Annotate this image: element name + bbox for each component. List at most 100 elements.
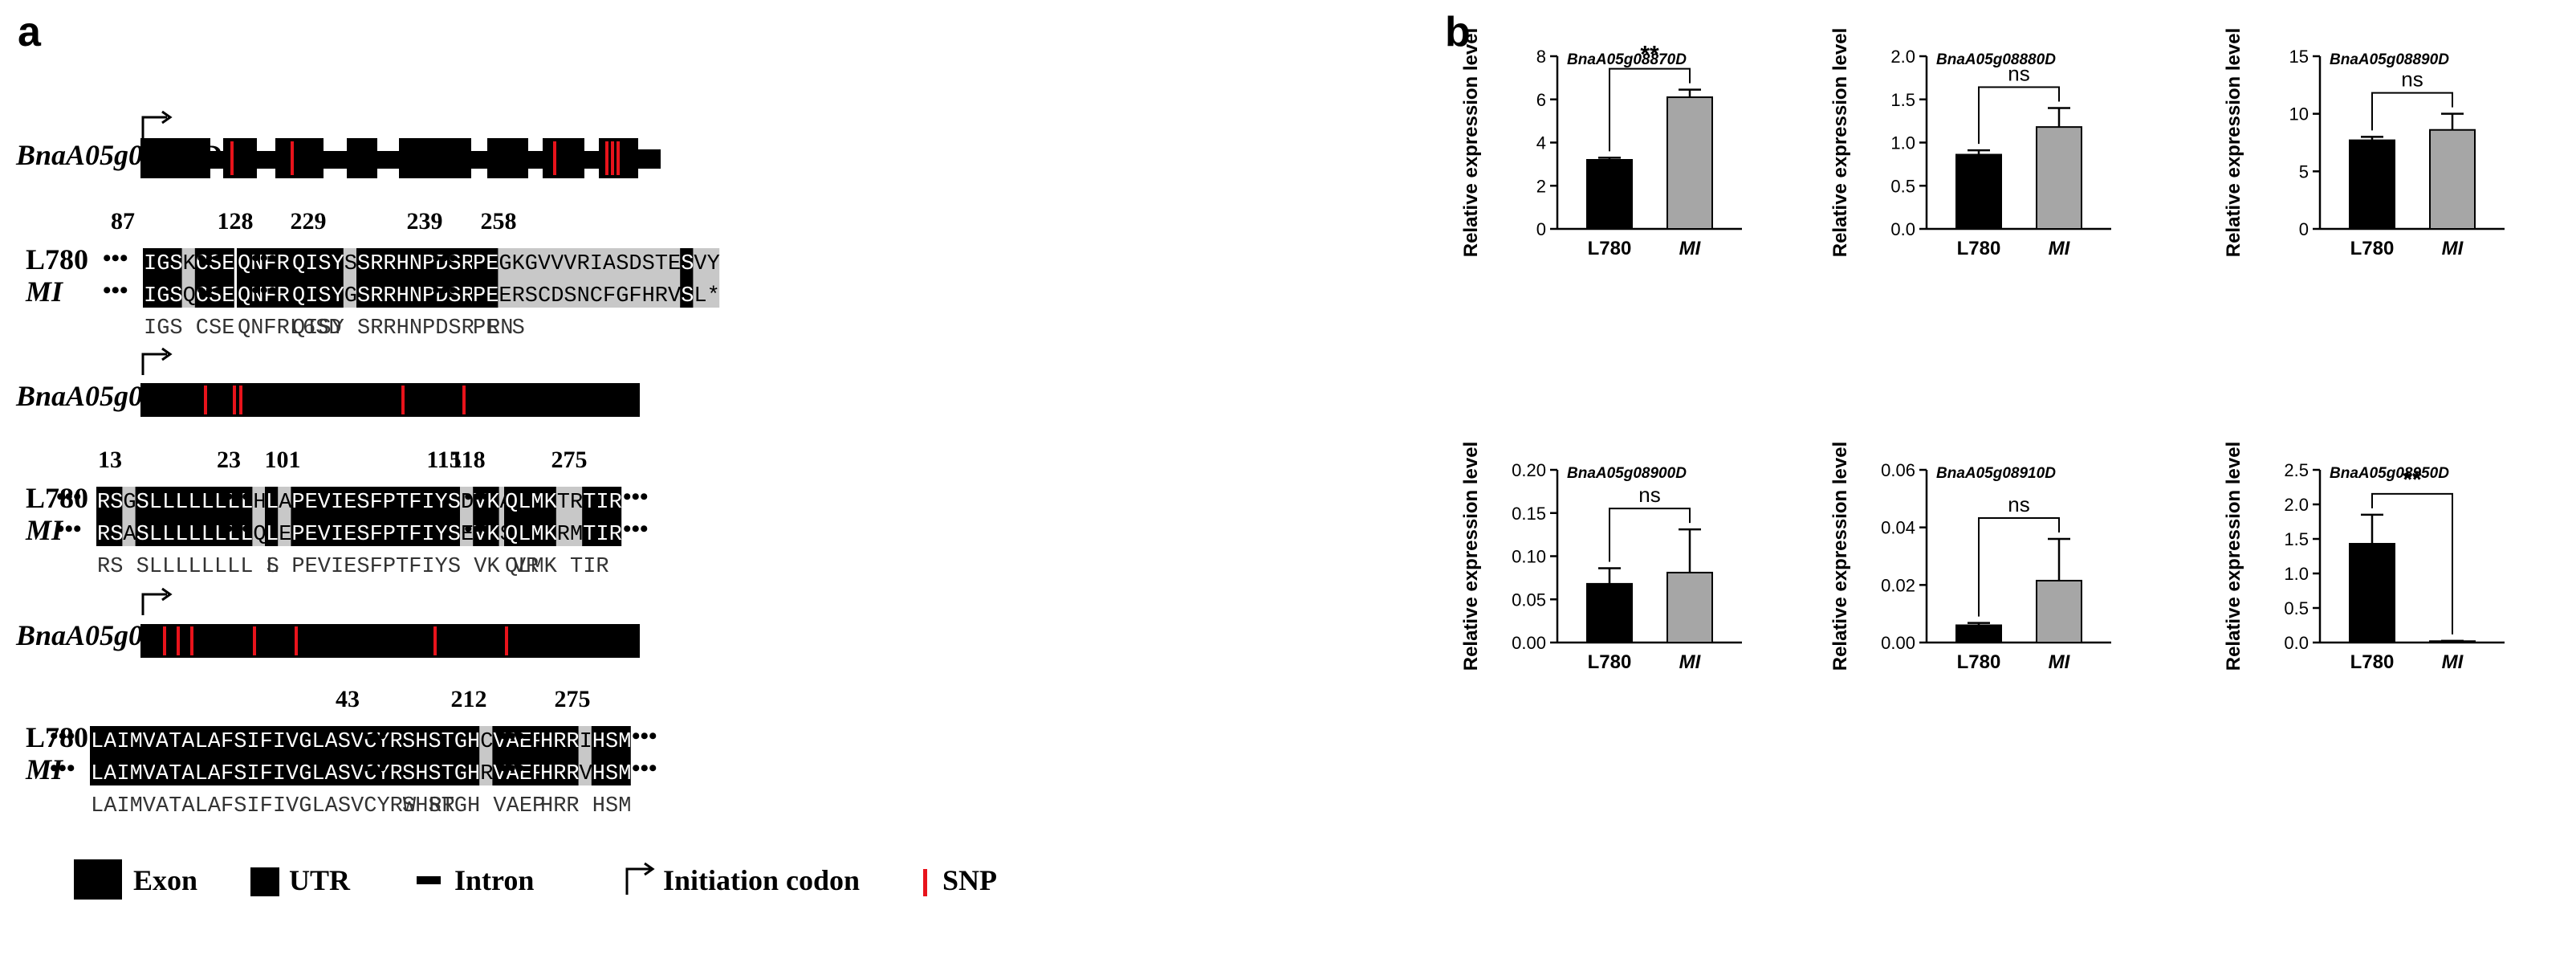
alignment-residue: I xyxy=(144,284,157,308)
alignment-residue: V xyxy=(694,252,707,276)
residue-position: 118 xyxy=(450,447,485,473)
alignment-residue: F xyxy=(263,252,276,276)
alignment-cell xyxy=(447,248,461,308)
significance-bracket xyxy=(2371,492,2453,634)
alignment-cell xyxy=(552,726,566,785)
gap-dots: ••• xyxy=(225,516,250,542)
alignment-residue: K xyxy=(486,491,500,515)
alignment-residue: M xyxy=(130,730,143,754)
alignment-residue: N xyxy=(409,284,422,308)
alignment-residue: E xyxy=(344,491,356,515)
alignment-residue: F xyxy=(263,284,276,308)
alignment-residue: R xyxy=(655,284,668,308)
alignment-cell xyxy=(563,248,576,308)
alignment-residue: A xyxy=(279,491,292,515)
y-tick-label: 0.0 xyxy=(2284,633,2309,653)
alignment-residue: R xyxy=(370,252,383,276)
alignment-cell xyxy=(395,248,409,308)
chart-title: BnaA05g08870D xyxy=(1567,51,1687,68)
alignment-residue: Y xyxy=(435,523,448,547)
alignment-residue: H xyxy=(397,284,409,308)
alignment-residue: R xyxy=(390,730,403,754)
gap-dots: ••• xyxy=(251,277,277,304)
alignment-residue: K xyxy=(544,523,558,547)
sample-label-mi: MI xyxy=(25,514,64,546)
alignment-cell xyxy=(122,487,136,546)
alignment-residue: I xyxy=(144,252,157,276)
legend-snp-swatch xyxy=(923,869,927,896)
alignment-cell xyxy=(194,248,209,308)
expression-chart-1: 0.0 0.5 1.0 1.5 2.0 Relative expression level… xyxy=(1829,28,2111,259)
alignment-residue: L xyxy=(195,762,208,786)
initiation-codon-arrow xyxy=(141,593,167,615)
significance-label: ns xyxy=(2008,492,2029,516)
alignment-cell xyxy=(181,726,194,785)
alignment-residue: G xyxy=(499,252,511,276)
alignment-residue: T xyxy=(169,762,181,786)
alignment-residue: I xyxy=(421,523,434,547)
sample-label-l780: L780 xyxy=(26,243,88,275)
alignment-cell xyxy=(472,248,486,308)
alignment-residue: I xyxy=(590,252,603,276)
alignment-cell xyxy=(555,487,570,546)
sample-label-l780: L780 xyxy=(26,482,88,514)
alignment-residue: I xyxy=(116,730,129,754)
alignment-residue: R xyxy=(553,730,566,754)
alignment-residue: M xyxy=(130,762,143,786)
alignment-residue: S xyxy=(605,730,618,754)
snp-mark xyxy=(553,141,556,175)
alignment-residue: I xyxy=(331,523,344,547)
consensus-sequence: QNFRL6SD xyxy=(238,316,342,341)
alignment-residue: S xyxy=(642,252,655,276)
alignment-cell xyxy=(414,726,428,785)
alignment-residue: Q xyxy=(253,523,266,547)
expression-bar-charts: 0 2 4 6 8 Relative expression level BnaA05g088… xyxy=(1460,28,2505,673)
alignment-residue: I xyxy=(305,284,318,308)
alignment-residue: Y xyxy=(332,252,344,276)
alignment-residue: R xyxy=(566,762,579,786)
gap-dots: ••• xyxy=(56,516,82,542)
alignment-residue: R xyxy=(462,284,474,308)
y-tick-label: 1.5 xyxy=(2284,529,2309,549)
alignment-residue: L xyxy=(91,730,104,754)
alignment-residue: G xyxy=(616,284,629,308)
alignment-residue: A xyxy=(603,252,617,276)
alignment-residue: Q xyxy=(292,284,305,308)
alignment-residue: S xyxy=(338,730,351,754)
alignment-residue: S xyxy=(448,523,461,547)
residue-position: 258 xyxy=(481,208,517,235)
alignment-residue: V xyxy=(580,762,593,786)
alignment-cell xyxy=(336,726,351,785)
alignment-cell xyxy=(252,487,266,546)
chart-title: BnaA05g08950D xyxy=(2330,465,2449,482)
alignment-cell xyxy=(278,487,291,546)
alignment-residue: L xyxy=(518,491,531,515)
alignment-residue: Y xyxy=(376,730,389,754)
exon-block xyxy=(140,383,640,417)
consensus-sequence: L PEVIESFPTFIYS VK VR xyxy=(266,555,539,579)
initiation-codon-arrow xyxy=(141,353,167,375)
residue-position: 275 xyxy=(555,686,591,712)
alignment-residue: P xyxy=(291,491,304,515)
alignment-cell xyxy=(291,248,305,308)
alignment-residue: L xyxy=(162,523,175,547)
alignment-cell xyxy=(330,487,344,546)
significance-bracket xyxy=(1978,517,2060,617)
snp-mark xyxy=(401,386,405,414)
alignment-residue: S xyxy=(428,762,441,786)
alignment-residue: L xyxy=(188,491,201,515)
alignment-residue: A xyxy=(104,762,117,786)
alignment-cell xyxy=(602,248,616,308)
alignment-cell xyxy=(408,487,421,546)
alignment-cell xyxy=(116,726,129,785)
alignment-cell xyxy=(298,726,311,785)
alignment-residue: F xyxy=(370,491,383,515)
gap-dots: ••• xyxy=(225,484,250,510)
alignment-residue: I xyxy=(246,730,259,754)
y-tick-label: 10 xyxy=(2289,104,2309,124)
alignment-residue: S xyxy=(402,730,415,754)
alignment-cell xyxy=(653,248,668,308)
residue-position: 13 xyxy=(98,447,122,473)
y-tick-label: 0.15 xyxy=(1512,504,1546,524)
consensus-sequence: QLMK TIR xyxy=(505,555,609,579)
